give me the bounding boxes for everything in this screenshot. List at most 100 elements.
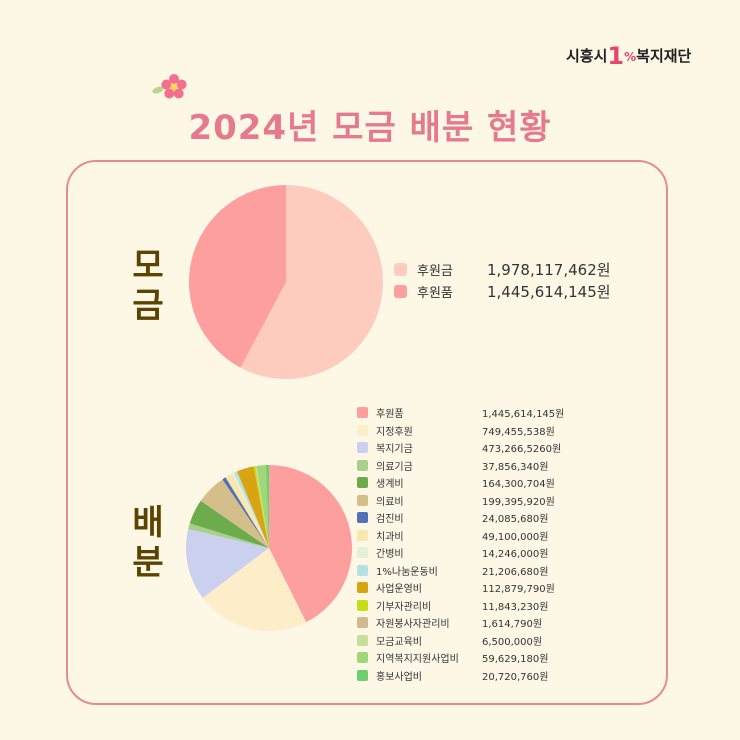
legend-item: 후원금 1,978,117,462원 (394, 258, 611, 280)
pie-slice-16 (265, 465, 269, 548)
legend-item: 의료기금 37,856,340원 (357, 457, 564, 475)
legend-swatch (357, 424, 368, 436)
legend-swatch (357, 512, 368, 524)
legend-swatch (394, 284, 407, 298)
legend-item: 기부자관리비 11,843,230원 (357, 597, 564, 615)
legend-item: 자원봉사자관리비 1,614,790원 (357, 614, 564, 632)
legend-value: 21,206,680원 (482, 566, 549, 578)
pie-slice-4 (188, 523, 269, 548)
legend-swatch (357, 617, 368, 629)
pie-slice-1 (240, 185, 383, 379)
fundraising-pie-chart (189, 185, 383, 379)
legend-value: 59,629,180원 (482, 654, 549, 666)
legend-value: 1,445,614,145원 (482, 409, 565, 421)
legend-label: 홍보사업비 (376, 671, 422, 683)
flower-icon (152, 74, 187, 99)
legend-value: 49,100,000원 (482, 531, 549, 543)
legend-swatch (357, 477, 368, 489)
legend-value: 199,395,920원 (482, 496, 555, 508)
distribution-pie-chart (186, 465, 352, 631)
legend-label: 모금교육비 (376, 636, 422, 648)
legend-item: 복지기금 473,266,5260원 (357, 439, 564, 457)
legend-value: 749,455,538원 (482, 426, 555, 438)
pie-slice-5 (189, 500, 269, 548)
legend-item: 홍보사업비 20,720,760원 (357, 667, 564, 685)
legend-item: 검진비 24,085,680원 (357, 509, 564, 527)
logo-percent: % (624, 50, 637, 64)
legend-item: 후원품 1,445,614,145원 (357, 404, 564, 422)
legend-swatch (394, 262, 407, 276)
pie-slice-10 (234, 471, 269, 548)
pie-slice-2 (202, 548, 307, 631)
legend-swatch (357, 547, 368, 559)
legend-item: 간병비 14,246,000원 (357, 544, 564, 562)
legend-item: 모금교육비 6,500,000원 (357, 632, 564, 650)
legend-value: 164,300,704원 (482, 479, 555, 491)
legend-swatch (357, 599, 368, 611)
legend-value: 6,500,000원 (482, 636, 543, 648)
legend-swatch (357, 529, 368, 541)
legend-label: 의료기금 (376, 461, 413, 473)
logo-one: 1 (607, 42, 625, 70)
legend-value: 1,614,790원 (482, 619, 543, 631)
legend-value: 1,445,614,145원 (487, 282, 611, 301)
pie-slice-14 (255, 465, 269, 548)
pie-slice-12 (253, 466, 269, 548)
legend-label: 사업운영비 (376, 584, 422, 596)
legend-label: 후원금 (417, 263, 453, 279)
pie-slice-2 (189, 185, 286, 368)
legend-label: 치과비 (376, 531, 404, 543)
legend-label: 지역복지지원사업비 (376, 654, 459, 666)
legend-item: 사업운영비 112,879,790원 (357, 579, 564, 597)
fundraising-section-label: 모금 (132, 246, 164, 326)
legend-swatch (357, 442, 368, 454)
legend-label: 의료비 (376, 496, 404, 508)
legend-value: 20,720,760원 (482, 671, 549, 683)
logo-text-city: 시흥시 (566, 47, 608, 65)
legend-value: 11,843,230원 (482, 601, 549, 613)
legend-swatch (357, 459, 368, 471)
legend-item: 생계비 164,300,704원 (357, 474, 564, 492)
legend-value: 1,978,117,462원 (487, 260, 611, 279)
pie-slice-6 (200, 479, 269, 548)
legend-swatch (357, 652, 368, 664)
page-title: 2024년 모금 배분 현황 (188, 108, 552, 148)
legend-label: 복지기금 (376, 444, 413, 456)
legend-value: 473,266,5260원 (482, 444, 562, 456)
pie-slice-8 (225, 473, 269, 548)
legend-item: 후원품 1,445,614,145원 (394, 280, 611, 302)
pie-slice-7 (222, 477, 269, 548)
pie-slice-1 (269, 465, 352, 623)
legend-item: 치과비 49,100,000원 (357, 527, 564, 545)
legend-label: 간병비 (376, 549, 404, 561)
legend-value: 14,246,000원 (482, 549, 549, 561)
pie-slice-15 (256, 465, 269, 548)
pie-slice-11 (237, 466, 269, 548)
legend-label: 자원봉사자관리비 (376, 619, 450, 631)
legend-item: 의료비 199,395,920원 (357, 492, 564, 510)
legend-item: 지정후원 749,455,538원 (357, 422, 564, 440)
legend-label: 후원품 (376, 409, 404, 421)
legend-label: 생계비 (376, 479, 404, 491)
legend-value: 37,856,340원 (482, 461, 549, 473)
legend-swatch (357, 564, 368, 576)
logo-text-foundation: 복지재단 (636, 47, 692, 65)
legend-label: 지정후원 (376, 426, 413, 438)
legend-item: 1%나눔운동비 21,206,680원 (357, 562, 564, 580)
legend-swatch (357, 634, 368, 646)
legend-label: 후원품 (417, 285, 453, 301)
legend-item: 지역복지지원사업비 59,629,180원 (357, 649, 564, 667)
chart-card (66, 160, 668, 705)
foundation-logo: 시흥시1%복지재단 (566, 42, 691, 70)
pie-slice-13 (255, 466, 269, 548)
pie-slice-3 (186, 529, 269, 598)
legend-swatch (357, 582, 368, 594)
pie-slice-9 (232, 472, 269, 548)
distribution-section-label: 배분 (132, 503, 164, 583)
legend-swatch (357, 407, 368, 419)
legend-label: 기부자관리비 (376, 601, 432, 613)
legend-label: 검진비 (376, 514, 404, 526)
legend-value: 112,879,790원 (482, 584, 555, 596)
